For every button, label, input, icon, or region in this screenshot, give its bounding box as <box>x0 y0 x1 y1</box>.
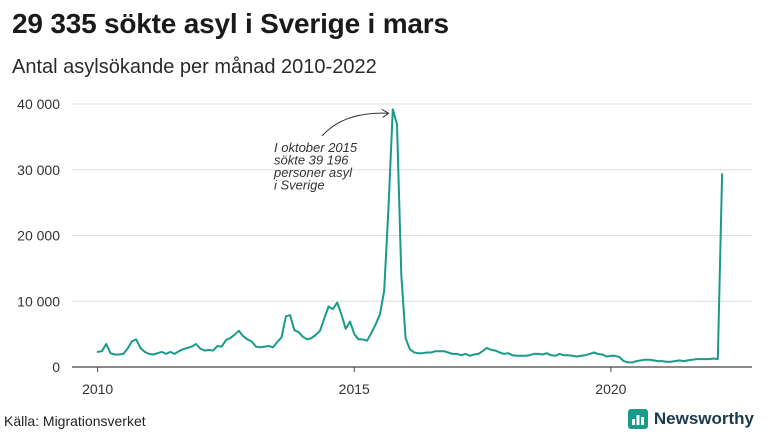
annotation-arrowhead <box>381 108 390 118</box>
annotation-arrow <box>321 112 389 137</box>
y-tick-label: 30 000 <box>17 162 60 178</box>
annotation-text: sökte 39 196 <box>274 153 349 168</box>
bar-chart-logo-icon <box>627 409 648 429</box>
annotation-text: personer asyl <box>273 165 353 180</box>
source-credit: Källa: Migrationsverket <box>4 413 146 429</box>
x-tick-label: 2010 <box>82 381 113 397</box>
chart-title: 29 335 sökte asyl i Sverige i mars <box>12 8 449 39</box>
y-tick-label: 20 000 <box>17 228 60 244</box>
y-tick-label: 0 <box>52 359 60 375</box>
annotation-text: i Sverige <box>274 178 325 193</box>
chart-subtitle: Antal asylsökande per månad 2010-2022 <box>12 56 377 78</box>
y-tick-label: 10 000 <box>17 293 60 309</box>
x-tick-label: 2015 <box>339 381 370 397</box>
series-line <box>96 108 724 364</box>
brand-name: Newsworthy <box>653 409 754 428</box>
brand-logo[interactable]: Newsworthy <box>627 409 754 429</box>
y-tick-label: 40 000 <box>17 96 60 112</box>
annotation-text: I oktober 2015 <box>274 140 358 155</box>
x-tick-label: 2020 <box>595 381 626 397</box>
